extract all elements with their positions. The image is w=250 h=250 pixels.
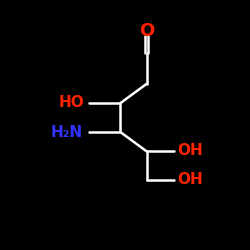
Text: O: O: [139, 22, 154, 40]
Text: OH: OH: [177, 143, 203, 158]
Text: HO: HO: [59, 95, 85, 110]
Text: H₂N: H₂N: [51, 126, 83, 140]
Text: OH: OH: [177, 172, 203, 187]
